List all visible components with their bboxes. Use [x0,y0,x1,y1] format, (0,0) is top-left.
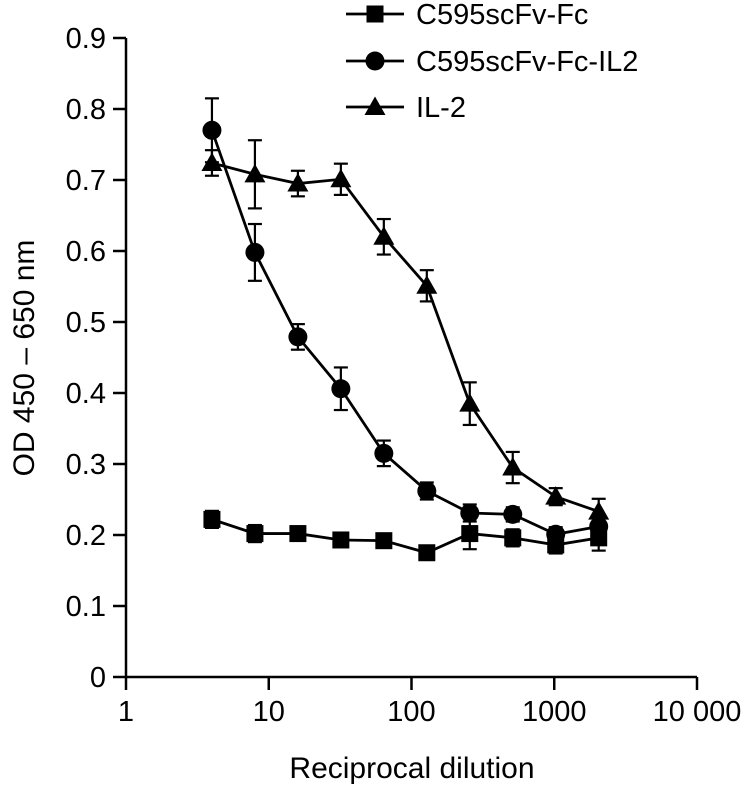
circle-marker [589,516,609,536]
legend: C595scFv-Fc C595scFv-Fc-IL2 IL-2 [346,0,638,124]
triangle-marker [502,457,524,476]
x-tick-label: 100 [387,696,435,728]
y-axis-label: OD 450 – 650 nm [8,240,41,477]
x-tick-label: 1000 [522,696,587,728]
legend-item: C595scFv-Fc-IL2 [346,46,638,78]
x-tick-label: 1 [118,696,134,728]
axes: 0 0.1 0.2 0.3 0.4 0.5 0.6 0.7 0.8 0.9 1 10 100 1000 10… [66,23,742,728]
square-marker [461,525,479,543]
triangle-marker [201,152,223,171]
triangle-marker [244,163,266,183]
y-tick-label: 0.2 [66,520,106,552]
y-tick-label: 0.6 [66,236,106,268]
square-marker [375,532,393,550]
triangle-marker [330,168,352,188]
square-marker [504,529,522,547]
square-marker [246,525,264,543]
series-line [210,129,599,536]
y-tick-label: 0.5 [66,307,106,339]
square-marker [366,5,384,23]
triangle-marker [364,96,386,115]
y-tick-label: 0.8 [66,94,106,126]
series-line [211,518,599,555]
y-tick-label: 0 [90,662,106,694]
circle-marker [331,379,351,399]
x-tick-label: 10 [253,696,285,728]
y-tick-label: 0.9 [66,23,106,55]
series-triangle [201,139,610,526]
series-square [203,509,608,562]
circle-marker [374,443,394,463]
legend-label: IL-2 [416,92,466,124]
circle-marker [288,327,308,347]
triangle-marker [373,226,395,245]
legend-label: C595scFv-Fc-IL2 [416,46,638,78]
square-marker [332,531,350,549]
x-axis-label: Reciprocal dilution [289,752,534,785]
series-circle [202,97,609,544]
square-marker [203,510,221,528]
triangle-marker [416,275,438,294]
circle-marker [460,503,480,523]
circle-marker [245,242,265,262]
y-tick-label: 0.1 [66,591,106,623]
y-tick-label: 0.3 [66,449,106,481]
triangle-marker [545,486,567,505]
legend-item: C595scFv-Fc [346,0,588,31]
square-marker [289,525,307,543]
series-line [211,161,600,513]
legend-item: IL-2 [346,92,466,124]
square-marker [418,544,436,562]
y-tick-label: 0.4 [66,378,106,410]
circle-marker [417,481,437,501]
triangle-marker [287,173,309,192]
circle-marker [365,51,385,71]
legend-label: C595scFv-Fc [416,0,588,31]
circle-marker [546,524,566,544]
triangle-marker [459,393,481,412]
circle-marker [503,504,523,524]
triangle-marker [588,501,610,520]
y-tick-label: 0.7 [66,165,106,197]
plot-area [201,97,610,562]
x-tick-label: 10 000 [653,696,742,728]
circle-marker [202,120,222,140]
